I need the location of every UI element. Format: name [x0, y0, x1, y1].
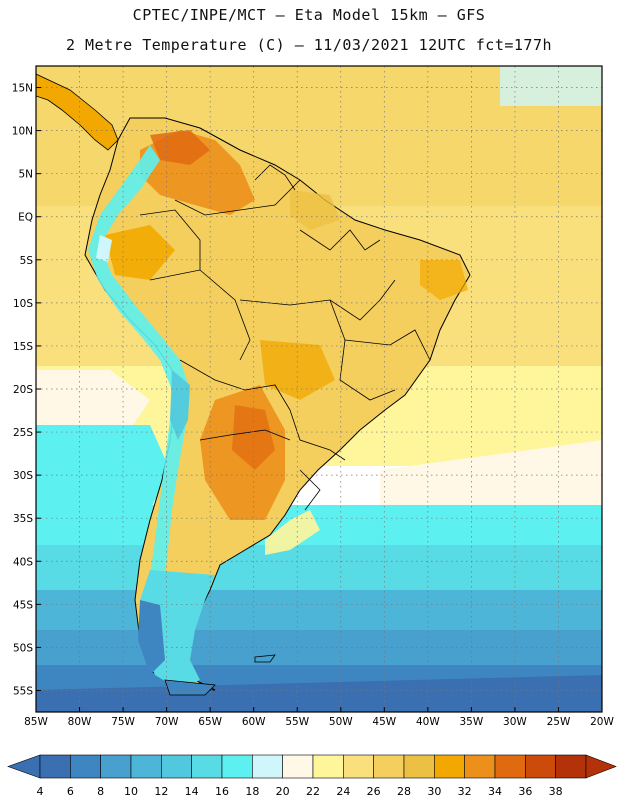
ocean-cool-patch — [500, 66, 602, 106]
warm-region-northeast — [420, 260, 468, 300]
cool-region-buenos-aires — [265, 510, 320, 555]
warm-region-pantanal — [260, 340, 335, 400]
title-line-2: 2 Metre Temperature (C) – 11/03/2021 12U… — [65, 36, 553, 54]
lat-tick-label: 5N — [18, 169, 33, 181]
colorbar-label: 34 — [488, 785, 502, 798]
lon-tick-label: 75W — [111, 716, 135, 728]
colorbar-box — [343, 754, 374, 779]
lon-tick-label: 60W — [242, 716, 266, 728]
lat-tick-label: 10S — [13, 298, 33, 310]
longitude-axis: 85W 80W 75W 70W 65W 60W 55W 50W 45W 40W 35W 30W 25W 2… — [24, 707, 614, 728]
lon-tick-label: 30W — [503, 716, 527, 728]
lon-tick-label: 85W — [24, 716, 48, 728]
colorbar-label: 16 — [215, 785, 229, 798]
lat-tick-label: 40S — [13, 556, 33, 568]
andes-ecuador-cold — [96, 235, 112, 262]
colorbar-label: 10 — [124, 785, 138, 798]
lat-tick-label: 15N — [12, 83, 33, 95]
colorbar-box — [191, 754, 223, 779]
ocean-cool-zone-west — [36, 370, 150, 430]
ocean-band-10 — [36, 590, 602, 630]
colorbar-label: 18 — [245, 785, 259, 798]
lon-tick-label: 80W — [68, 716, 92, 728]
colorbar-box — [70, 754, 101, 779]
colorbar-label: 6 — [67, 785, 74, 798]
lat-tick-label: 5S — [20, 255, 34, 267]
colorbar-box — [434, 754, 465, 779]
lon-tick-label: 70W — [155, 716, 179, 728]
tierra-del-fuego — [164, 679, 216, 696]
lon-tick-label: 55W — [285, 716, 309, 728]
lat-tick-label: EQ — [18, 212, 33, 224]
lat-tick-label: 55S — [13, 685, 33, 697]
lon-tick-label: 35W — [460, 716, 484, 728]
ocean-band-14 — [36, 545, 602, 590]
colorbar-box — [221, 754, 253, 779]
lon-tick-label: 20W — [590, 716, 614, 728]
lat-tick-label: 30S — [13, 470, 33, 482]
colorbar-label: 38 — [549, 785, 563, 798]
hottest-region-venezuela — [150, 130, 210, 165]
colorbar-box — [100, 754, 132, 779]
ocean-band-16 — [36, 505, 602, 545]
warm-region-amazon — [290, 190, 340, 230]
colorbar-label: 14 — [185, 785, 199, 798]
colorbar-label: 26 — [367, 785, 381, 798]
lon-tick-label: 65W — [198, 716, 222, 728]
colorbar-high-arrow — [585, 754, 617, 779]
colorbar-box — [525, 754, 556, 779]
colorbar-boxes — [7, 754, 617, 779]
lon-tick-label: 45W — [372, 716, 396, 728]
ocean-band-4 — [36, 675, 602, 712]
lon-tick-label: 40W — [416, 716, 440, 728]
country-borders — [139, 164, 431, 511]
colorbar-box — [373, 754, 405, 779]
colorbar-label: 4 — [37, 785, 44, 798]
colorbar-labels: 4 6 8 10 12 14 16 18 20 22 24 26 28 30 32 34 36 38 — [37, 785, 563, 798]
title-line-1: CPTEC/INPE/MCT – Eta Model 15km – GFS — [132, 6, 486, 24]
colorbar-label: 28 — [397, 785, 411, 798]
colorbar-box — [130, 754, 162, 779]
lat-tick-label: 15S — [13, 341, 33, 353]
lon-tick-label: 25W — [547, 716, 571, 728]
colorbar-label: 8 — [97, 785, 104, 798]
colorbar-label: 36 — [518, 785, 532, 798]
andes-cold-strip — [88, 145, 190, 575]
colorbar-label: 22 — [306, 785, 320, 798]
colorbar-low-arrow — [7, 754, 41, 779]
colorbar-label: 20 — [276, 785, 290, 798]
colorbar-box — [161, 754, 192, 779]
andes-altiplano-cold — [170, 370, 190, 440]
hot-region-peru — [105, 225, 175, 280]
colorbar-box — [555, 754, 587, 779]
colorbar-box — [312, 754, 344, 779]
colorbar-box — [494, 754, 526, 779]
colorbar-box — [282, 754, 314, 779]
colorbar-box — [464, 754, 496, 779]
lon-tick-label: 50W — [329, 716, 353, 728]
lat-tick-label: 20S — [13, 384, 33, 396]
lat-tick-label: 45S — [13, 599, 33, 611]
central-america-landmass — [36, 73, 119, 151]
falkland-islands — [254, 654, 276, 663]
ocean-band-8 — [36, 630, 602, 665]
lat-tick-label: 25S — [13, 427, 33, 439]
colorbar-label: 32 — [458, 785, 472, 798]
latitude-axis: 15N 10N 5N EQ 5S 10S 15S 20S 25S 30S 35S 40S 45S 50S 5… — [12, 83, 41, 697]
colorbar-label: 30 — [427, 785, 441, 798]
colorbar-box — [39, 754, 71, 779]
lat-tick-label: 10N — [12, 126, 33, 138]
patagonia-cold-coast — [138, 600, 165, 675]
lat-tick-label: 50S — [13, 642, 33, 654]
ocean-cold-tongue-west — [36, 425, 170, 510]
lat-tick-label: 35S — [13, 513, 33, 525]
colorbar-label: 12 — [154, 785, 168, 798]
colorbar-label: 24 — [336, 785, 350, 798]
colorbar-box — [252, 754, 283, 779]
colorbar-box — [403, 754, 435, 779]
